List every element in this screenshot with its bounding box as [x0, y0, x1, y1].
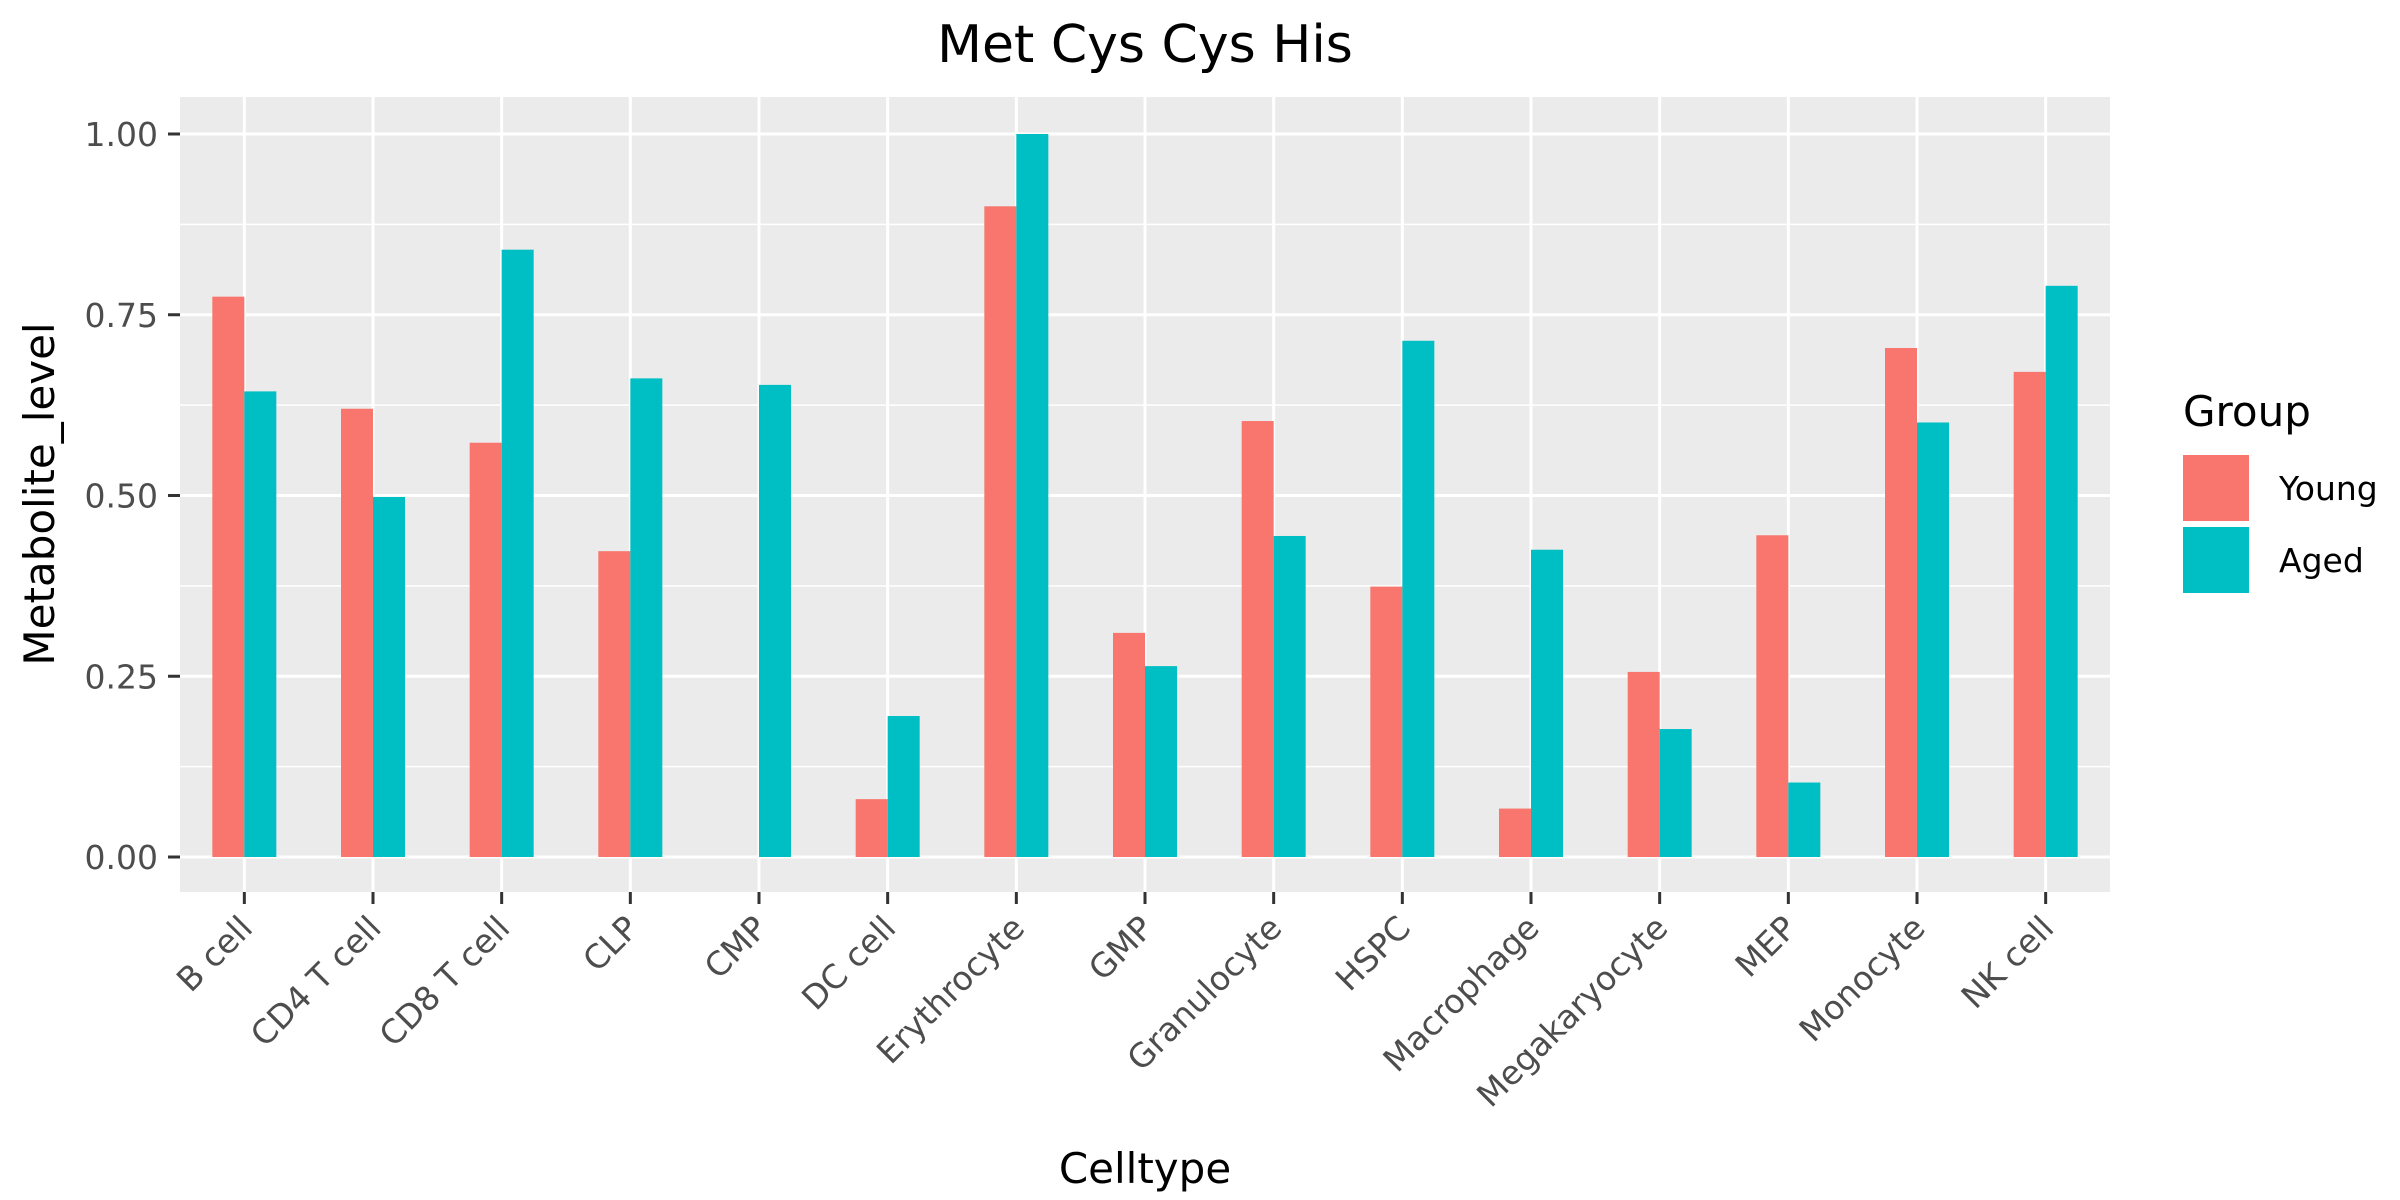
x-tick-label: NK cell	[1953, 908, 2061, 1016]
bar-aged-monocyte	[1917, 422, 1949, 857]
bar-aged-megakaryocyte	[1659, 729, 1692, 857]
legend: Group Young Aged	[2183, 387, 2378, 593]
bar-aged-cd8-t-cell	[501, 249, 534, 857]
x-tick-label: MEP	[1727, 908, 1804, 985]
legend-key-aged	[2183, 527, 2249, 593]
legend-items: Young Aged	[2183, 455, 2378, 593]
x-tick-label: CMP	[697, 908, 775, 986]
bar-aged-erythrocyte	[1016, 134, 1049, 857]
y-axis: 0.00 0.25 0.50 0.75 1.00	[85, 115, 180, 877]
x-tick-label: DC cell	[794, 908, 903, 1017]
bar-aged-mep	[1788, 782, 1821, 857]
bar-aged-nk-cell	[2045, 285, 2078, 858]
bar-aged-clp	[630, 378, 663, 857]
y-tick-label: 0.75	[85, 296, 158, 335]
bar-young-erythrocyte	[984, 206, 1017, 858]
y-tick-label: 0.00	[85, 838, 158, 877]
bar-young-gmp	[1113, 632, 1145, 857]
y-axis-title: Metabolite_level	[15, 322, 64, 665]
bar-young-mep	[1756, 535, 1789, 857]
bar-young-megakaryocyte	[1627, 671, 1660, 857]
bar-young-nk-cell	[2013, 371, 2046, 857]
y-tick-label: 0.50	[85, 477, 158, 516]
bar-aged-cd4-t-cell	[373, 496, 405, 857]
bar-aged-macrophage	[1531, 549, 1563, 857]
x-tick-label: HSPC	[1328, 908, 1418, 998]
x-tick-label: GMP	[1081, 908, 1161, 988]
bar-young-cd8-t-cell	[469, 442, 502, 857]
bar-young-cd4-t-cell	[341, 408, 373, 857]
bar-young-clp	[598, 551, 631, 857]
bar-young-macrophage	[1499, 808, 1531, 857]
legend-title: Group	[2183, 387, 2311, 436]
bar-young-hspc	[1370, 586, 1403, 857]
bar-young-monocyte	[1885, 348, 1917, 857]
legend-label-aged: Aged	[2279, 541, 2364, 580]
bars	[212, 134, 2078, 858]
legend-label-young: Young	[2278, 469, 2378, 508]
y-tick-label: 0.25	[85, 657, 158, 696]
bar-aged-hspc	[1402, 340, 1435, 857]
x-tick-label: CD8 T cell	[371, 908, 517, 1054]
x-tick-label: Monocyte	[1791, 908, 1932, 1049]
bar-aged-gmp	[1145, 666, 1177, 857]
x-tick-label: CD4 T cell	[243, 908, 389, 1054]
chart-title: Met Cys Cys His	[937, 15, 1353, 75]
bar-aged-granulocyte	[1273, 535, 1306, 857]
bar-aged-cmp	[759, 384, 791, 857]
bar-aged-b-cell	[244, 391, 277, 857]
y-tick-label: 1.00	[85, 115, 158, 154]
bar-young-b-cell	[212, 296, 245, 857]
bar-young-dc-cell	[855, 799, 888, 857]
x-tick-label: CLP	[575, 908, 646, 979]
bar-young-granulocyte	[1241, 421, 1274, 857]
x-axis-title: Celltype	[1059, 1144, 1231, 1193]
x-tick-label: B cell	[169, 908, 260, 999]
bar-aged-dc-cell	[887, 716, 920, 857]
legend-key-young	[2183, 455, 2249, 521]
